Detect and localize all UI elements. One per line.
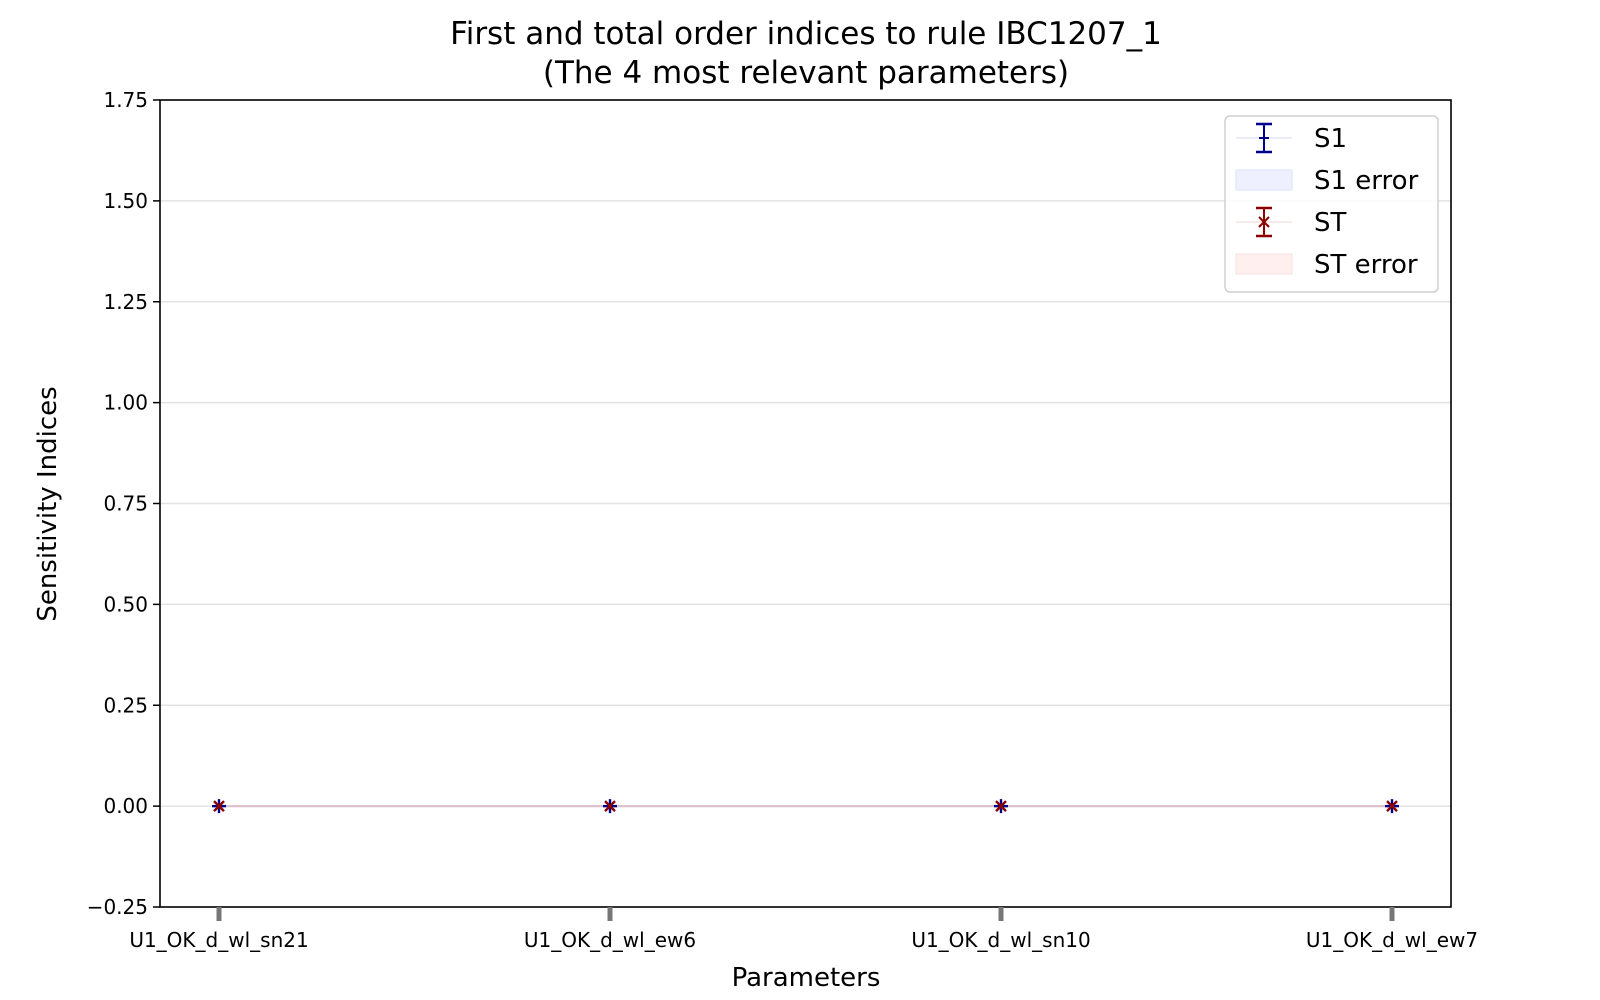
st-point — [213, 800, 225, 812]
y-tick-label: −0.25 — [87, 895, 148, 919]
chart-subtitle: (The 4 most relevant parameters) — [543, 55, 1069, 91]
legend-frame — [1224, 115, 1439, 293]
st-point — [1386, 800, 1398, 812]
legend-entry-st-error: ST error — [1235, 250, 1418, 280]
legend-label-s1: S1 — [1314, 124, 1347, 154]
y-tick-label: 1.00 — [103, 391, 148, 415]
x-tick-label: U1_OK_d_wl_ew6 — [524, 928, 696, 952]
chart-title: First and total order indices to rule IB… — [450, 16, 1162, 52]
legend-label-st: ST — [1314, 208, 1347, 238]
y-tick-label: 0.50 — [103, 592, 148, 616]
y-tick-label: 0.00 — [103, 794, 148, 818]
legend-entry-s1-error: S1 error — [1235, 166, 1419, 196]
x-axis-label: Parameters — [732, 963, 881, 993]
x-axis-ticks: U1_OK_d_wl_sn21 U1_OK_d_wl_ew6 U1_OK_d_wl_… — [129, 907, 1478, 952]
x-tick-label: U1_OK_d_wl_sn21 — [129, 928, 308, 952]
st-point — [995, 800, 1007, 812]
y-axis-label: Sensitivity Indices — [33, 386, 63, 621]
grid-lines — [160, 200, 1451, 807]
st-point — [604, 800, 616, 812]
y-tick-label: 0.25 — [103, 693, 148, 717]
legend-entry-s1: S1 — [1236, 122, 1347, 154]
legend-label-st-error: ST error — [1314, 250, 1418, 280]
y-tick-label: 1.75 — [103, 88, 148, 112]
data-points — [212, 799, 1399, 814]
y-tick-label: 1.25 — [103, 290, 148, 314]
legend: S1 S1 error ST ST error — [1224, 115, 1439, 293]
band-swatch-icon — [1235, 253, 1293, 275]
y-tick-label: 1.50 — [103, 189, 148, 213]
legend-label-s1-error: S1 error — [1314, 166, 1419, 196]
band-swatch-icon — [1235, 169, 1293, 191]
x-tick-label: U1_OK_d_wl_ew7 — [1306, 928, 1478, 952]
y-tick-label: 0.75 — [103, 492, 148, 516]
legend-entry-st: ST — [1236, 206, 1347, 238]
x-tick-label: U1_OK_d_wl_sn10 — [911, 928, 1090, 952]
y-axis-ticks: −0.25 0.00 0.25 0.50 0.75 1.00 1.25 1.50 1.75 — [87, 88, 160, 919]
